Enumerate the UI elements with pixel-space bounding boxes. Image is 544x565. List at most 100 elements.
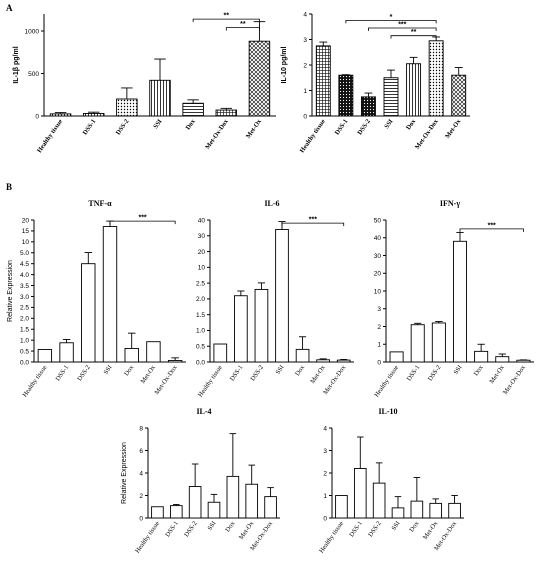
y-tick-label: 1 xyxy=(303,88,307,95)
y-tick-label: 4.5 xyxy=(20,261,29,268)
y-tick-label: 2.5 xyxy=(20,305,29,312)
category-label: DSS-1 xyxy=(229,364,245,382)
category-label: SSI xyxy=(207,520,218,532)
bar-met-ox xyxy=(429,502,443,519)
category-label: Met-Ox xyxy=(488,364,506,385)
y-tick-label: 1.5 xyxy=(196,312,205,319)
bar-met-ox xyxy=(316,359,330,363)
category-label: DSS-2 xyxy=(183,520,199,538)
bar-healthy-tissue xyxy=(389,351,404,363)
bar-healthy-tissue xyxy=(335,495,348,519)
y-tick-label: 1.0 xyxy=(196,328,205,335)
chart-tnf-alpha: 0.0 0.5 1.0 1.5 2.0 2.5 3.0 3.5 4.0 4.5 5.0 10 15 20 R… xyxy=(7,199,186,398)
significance-bracket xyxy=(109,220,176,225)
category-label: SSI xyxy=(103,364,114,376)
category-label: SSI xyxy=(383,118,395,130)
category-label: DSS-2 xyxy=(249,364,265,382)
panel-label-b: B xyxy=(6,182,12,192)
significance-label: ** xyxy=(411,29,417,36)
y-tick-label: 2 xyxy=(139,493,143,500)
y-tick-label: 0 xyxy=(377,359,381,366)
bar-dss-1 xyxy=(234,295,248,363)
bar-healthy-tissue xyxy=(315,45,331,117)
bar-met-ox xyxy=(248,40,271,117)
panel-label-a: A xyxy=(6,3,13,13)
y-tick-label: 0 xyxy=(323,515,327,522)
y-tick-label: 10 xyxy=(22,239,30,246)
y-axis-label: Relative Expression xyxy=(7,260,14,322)
category-label: DSS-1 xyxy=(164,520,180,538)
significance-bracket xyxy=(225,27,260,31)
significance-label: ** xyxy=(240,21,246,28)
category-label: Dox xyxy=(405,118,418,132)
bar-dss-2 xyxy=(116,98,138,117)
y-tick-label: 1 xyxy=(323,493,327,500)
category-label: DSS-2 xyxy=(115,118,131,136)
category-label: Healthy tissue xyxy=(373,364,400,398)
y-tick-label: 2 xyxy=(377,324,381,331)
bar-met-ox-dox xyxy=(264,496,277,519)
significance-bracket xyxy=(281,222,345,227)
y-tick-label: 5.0 xyxy=(20,250,29,257)
y-tick-label: 1000 xyxy=(25,28,40,35)
bar-ssi xyxy=(102,226,118,363)
category-label: DSS-1 xyxy=(334,118,350,136)
y-tick-label: 40 xyxy=(374,235,382,242)
category-label: Healthy tissue xyxy=(197,364,224,398)
bar-dss-1 xyxy=(82,112,105,117)
category-label: Dox xyxy=(224,520,237,534)
significance-label: *** xyxy=(398,22,406,29)
chart-ifn-gamma: 0 1 2 3 10 20 30 40 50 IFN-γ Healthy tissue DSS-1 DS… xyxy=(373,199,534,398)
category-label: DSS-1 xyxy=(348,520,364,538)
bar-dox xyxy=(124,348,139,363)
y-tick-label: 6 xyxy=(139,448,143,455)
y-tick-label: 3.0 xyxy=(20,294,29,301)
bar-met-ox xyxy=(245,483,259,519)
bar-healthy-tissue xyxy=(49,113,72,117)
category-label: SSI xyxy=(152,118,164,130)
category-label: Met-Ox-Dox xyxy=(204,118,230,151)
chart-il4: 0 2 4 6 8 Relative Expression IL-4 Healthy tiss… xyxy=(121,407,280,554)
chart-il10-expression: 0 1 2 3 4 IL-10 Healthy tissue DSS-1 DSS-2 SSI Dox… xyxy=(318,407,464,554)
y-tick-label: 50 xyxy=(374,217,382,224)
bar-met-ox-dox xyxy=(167,360,183,363)
category-label: SSI xyxy=(391,520,402,532)
y-tick-label: 2.0 xyxy=(196,296,205,303)
category-label: SSI xyxy=(453,364,464,376)
category-label: Healthy tissue xyxy=(318,520,345,554)
significance-bracket xyxy=(368,27,437,32)
y-tick-label: 40 xyxy=(198,217,206,224)
bar-dox xyxy=(410,500,424,519)
significance-bracket xyxy=(390,35,437,39)
y-tick-label: 0 xyxy=(35,113,39,120)
category-label: Healthy tissue xyxy=(22,364,49,398)
bar-healthy-tissue xyxy=(151,506,164,519)
category-label: Dox xyxy=(294,364,307,378)
y-tick-label: 0.0 xyxy=(196,359,205,366)
significance-label: * xyxy=(390,14,393,21)
y-axis-label: IL-10 pg/ml xyxy=(281,46,288,83)
category-label: Met-Ox xyxy=(245,118,264,140)
bar-dox xyxy=(474,350,489,363)
category-label: SSI xyxy=(275,364,286,376)
chart-il1b: 0 500 1000 IL-1β pg/ml Healthy tissue DSS-1 DS… xyxy=(13,13,276,154)
y-tick-label: 2.5 xyxy=(196,280,205,287)
category-label: Healthy tissue xyxy=(36,118,64,154)
bar-ssi xyxy=(391,507,405,519)
chart-title: IL-10 xyxy=(378,407,397,416)
y-axis-label: Relative Expression xyxy=(121,442,128,504)
y-tick-label: 4 xyxy=(303,11,307,18)
significance-bracket xyxy=(192,18,260,23)
y-tick-label: 1.0 xyxy=(20,337,29,344)
y-tick-label: 2 xyxy=(323,470,327,477)
chart-title: IL-6 xyxy=(264,199,279,208)
y-tick-label: 30 xyxy=(198,233,206,240)
bar-met-ox xyxy=(451,74,467,117)
chart-title: TNF-α xyxy=(88,199,112,208)
significance-label: ** xyxy=(224,13,230,20)
y-tick-label: 2.0 xyxy=(20,316,29,323)
y-tick-label: 20 xyxy=(374,271,382,278)
bar-ssi xyxy=(149,79,171,117)
y-tick-label: 0.5 xyxy=(20,348,29,355)
